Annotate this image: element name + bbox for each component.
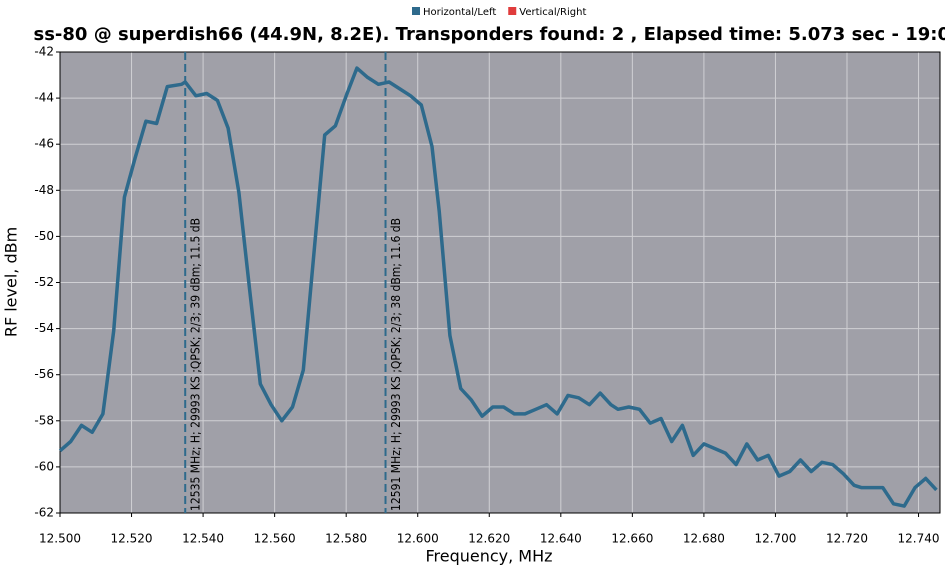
y-tick-label: -56 xyxy=(34,367,54,381)
y-tick-label: -44 xyxy=(34,91,54,105)
x-tick-label: 12.740 xyxy=(898,532,940,546)
x-tick-label: 12.560 xyxy=(254,532,296,546)
legend-label: Horizontal/Left xyxy=(423,7,496,18)
y-tick-label: -52 xyxy=(34,275,54,289)
y-axis-label: RF level, dBm xyxy=(2,227,21,337)
y-tick-label: -42 xyxy=(34,45,54,59)
x-tick-label: 12.520 xyxy=(111,532,153,546)
legend-swatch xyxy=(412,7,420,15)
x-tick-label: 12.640 xyxy=(540,532,582,546)
x-tick-label: 12.500 xyxy=(39,532,81,546)
chart-title: ss-80 @ superdish66 (44.9N, 8.2E). Trans… xyxy=(33,24,945,45)
transponder-label: 12591 MHz; H; 29993 KS ;QPSK; 2/3; 38 dB… xyxy=(389,218,403,511)
y-tick-label: -62 xyxy=(34,506,54,520)
x-tick-label: 12.600 xyxy=(397,532,439,546)
legend-label: Vertical/Right xyxy=(519,7,586,18)
y-tick-label: -50 xyxy=(34,229,54,243)
x-tick-label: 12.700 xyxy=(754,532,796,546)
y-tick-label: -46 xyxy=(34,137,54,151)
x-tick-label: 12.620 xyxy=(468,532,510,546)
x-tick-label: 12.680 xyxy=(683,532,725,546)
data-line xyxy=(58,66,938,508)
x-tick-label: 12.720 xyxy=(826,532,868,546)
x-tick-label: 12.540 xyxy=(182,532,224,546)
x-tick-label: 12.580 xyxy=(325,532,367,546)
y-tick-label: -60 xyxy=(34,459,54,473)
transponder-label: 12535 MHz; H; 29993 KS ;QPSK; 2/3; 39 dB… xyxy=(189,218,203,511)
x-axis-label: Frequency, MHz xyxy=(425,547,552,566)
y-tick-label: -48 xyxy=(34,183,54,197)
y-tick-label: -58 xyxy=(34,413,54,427)
plot-border xyxy=(59,51,941,514)
y-tick-label: -54 xyxy=(34,321,54,335)
legend-swatch xyxy=(508,7,517,15)
x-tick-label: 12.660 xyxy=(611,532,653,546)
